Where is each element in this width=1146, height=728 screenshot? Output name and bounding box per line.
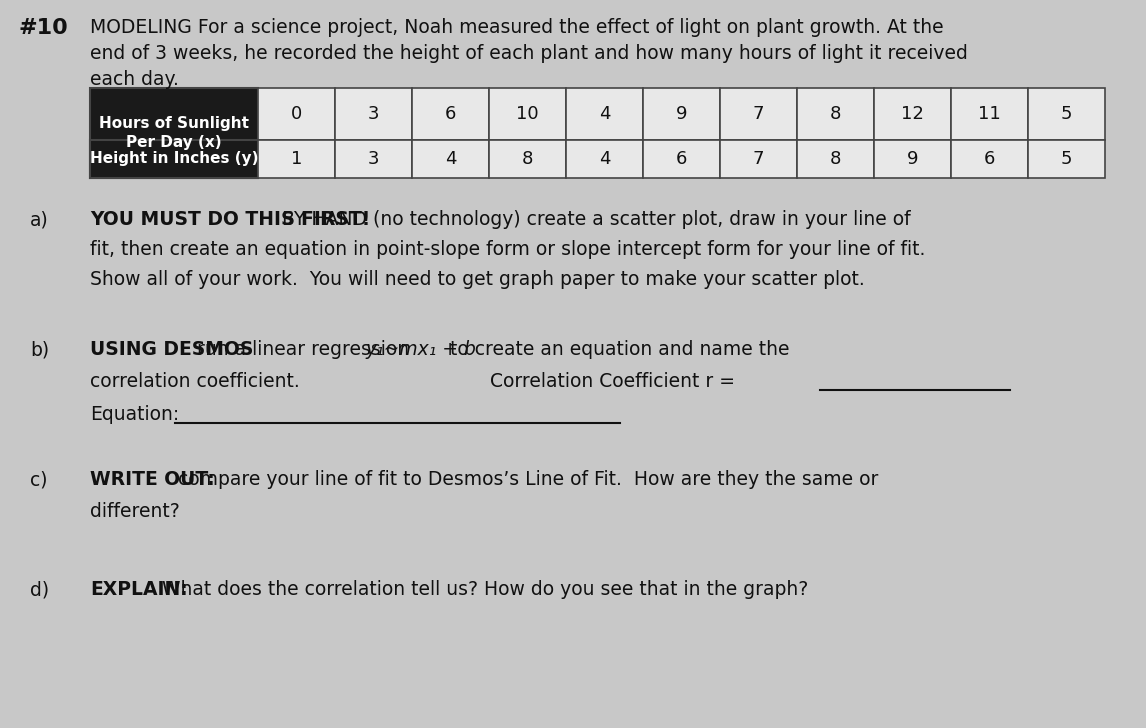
Bar [258,88,335,140]
Text: y₁~mx₁ + b: y₁~mx₁ + b [366,340,477,359]
Text: 4: 4 [598,150,611,168]
Text: 6: 6 [676,150,688,168]
Text: 9: 9 [906,150,918,168]
Bar [951,140,1028,178]
Text: Height in Inches (y): Height in Inches (y) [89,151,258,167]
Text: 6: 6 [445,105,456,123]
Text: each day.: each day. [91,70,179,89]
Text: run a linear regression: run a linear regression [190,340,415,359]
Text: 3: 3 [368,105,379,123]
Text: #10: #10 [18,18,68,38]
Text: MODELING For a science project, Noah measured the effect of light on plant growt: MODELING For a science project, Noah mea… [91,18,943,37]
Bar [566,88,643,140]
Bar [91,88,258,178]
Bar [413,88,489,140]
Text: 10: 10 [516,105,539,123]
Bar [874,140,951,178]
Text: to create an equation and name the: to create an equation and name the [444,340,790,359]
Text: different?: different? [91,502,180,521]
Text: 8: 8 [830,105,841,123]
Text: 5: 5 [1061,150,1073,168]
Text: BY HAND (no technology) create a scatter plot, draw in your line of: BY HAND (no technology) create a scatter… [276,210,911,229]
Text: WRITE OUT:: WRITE OUT: [91,470,214,489]
Text: compare your line of fit to Desmos’s Line of Fit.  How are they the same or: compare your line of fit to Desmos’s Lin… [172,470,878,489]
Text: YOU MUST DO THIS FIRST!: YOU MUST DO THIS FIRST! [91,210,370,229]
Text: correlation coefficient.: correlation coefficient. [91,372,300,391]
Text: fit, then create an equation in point-slope form or slope intercept form for you: fit, then create an equation in point-sl… [91,240,925,259]
Text: end of 3 weeks, he recorded the height of each plant and how many hours of light: end of 3 weeks, he recorded the height o… [91,44,968,63]
Bar [335,140,413,178]
Text: 8: 8 [830,150,841,168]
Bar [720,140,796,178]
Text: Hours of Sunlight
Per Day (x): Hours of Sunlight Per Day (x) [99,116,249,151]
Bar [796,88,874,140]
Text: c): c) [30,470,47,489]
Bar [1028,140,1105,178]
Text: a): a) [30,210,49,229]
Text: Equation:: Equation: [91,405,179,424]
Text: 8: 8 [521,150,533,168]
Text: 6: 6 [983,150,995,168]
Text: Correlation Coefficient r =: Correlation Coefficient r = [490,372,735,391]
Text: 12: 12 [901,105,924,123]
Bar [951,88,1028,140]
Text: 0: 0 [291,105,303,123]
Text: 4: 4 [598,105,611,123]
Bar [720,88,796,140]
Text: USING DESMOS: USING DESMOS [91,340,253,359]
Bar [1028,88,1105,140]
Bar [489,140,566,178]
Bar [91,140,258,178]
Bar [643,88,720,140]
Bar [796,140,874,178]
Text: 9: 9 [676,105,688,123]
Text: 7: 7 [753,150,764,168]
Text: d): d) [30,580,49,599]
Bar [566,140,643,178]
Text: 7: 7 [753,105,764,123]
Bar [874,88,951,140]
Text: 4: 4 [445,150,456,168]
Text: 11: 11 [979,105,1000,123]
Bar [643,140,720,178]
Text: 5: 5 [1061,105,1073,123]
Text: Show all of your work.  You will need to get graph paper to make your scatter pl: Show all of your work. You will need to … [91,270,865,289]
Bar [489,88,566,140]
Text: What does the correlation tell us? How do you see that in the graph?: What does the correlation tell us? How d… [156,580,808,599]
Text: 3: 3 [368,150,379,168]
Text: EXPLAIN:: EXPLAIN: [91,580,188,599]
Bar [335,88,413,140]
Bar [413,140,489,178]
Text: b): b) [30,340,49,359]
Text: 1: 1 [291,150,303,168]
Bar [258,140,335,178]
